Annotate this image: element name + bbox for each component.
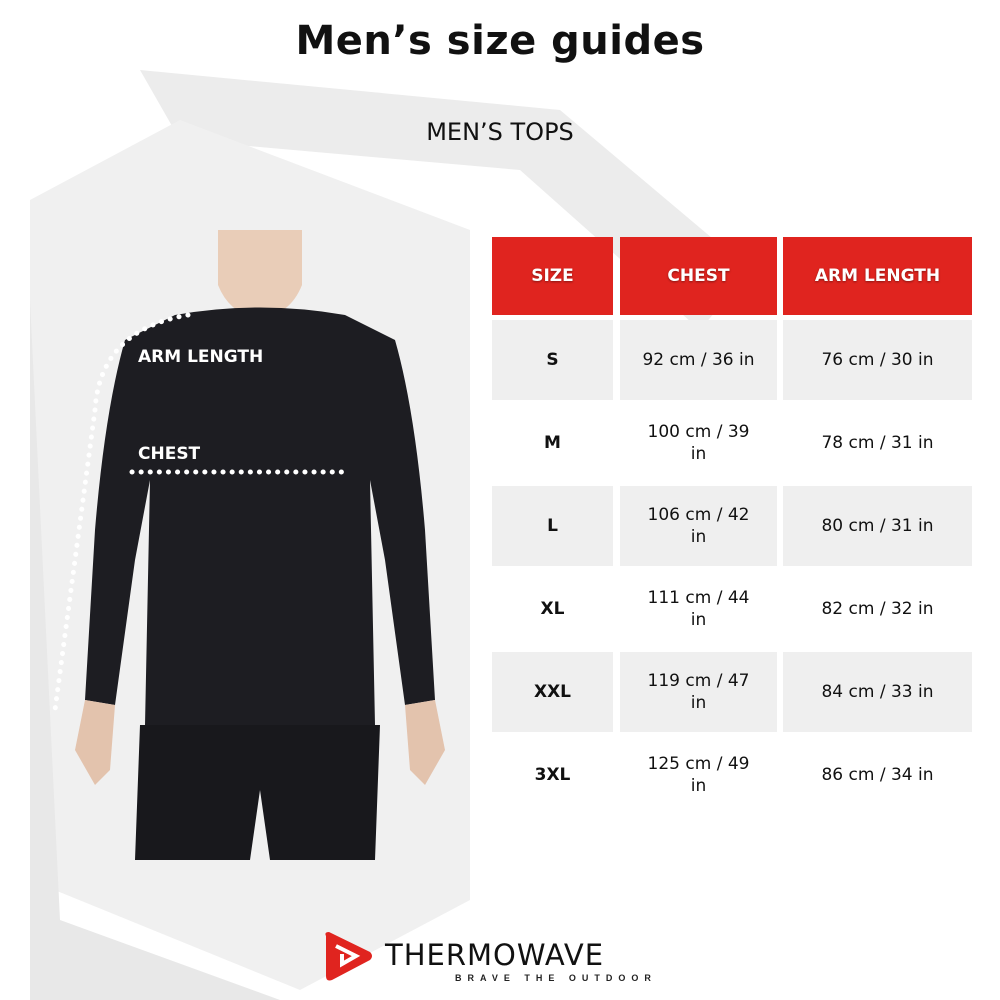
cell-chest: 106 cm / 42 in [620,486,777,566]
cell-arm: 86 cm / 34 in [783,735,972,815]
cell-chest: 92 cm / 36 in [620,320,777,400]
cell-size: L [492,486,613,566]
cell-arm: 82 cm / 32 in [783,569,972,649]
cell-arm: 76 cm / 30 in [783,320,972,400]
model-figure [52,230,445,860]
page-title: Men’s size guides [295,18,705,64]
thermowave-logo-icon [325,932,372,981]
arm-length-label: ARM LENGTH [138,347,264,367]
header-size: SIZE [492,237,613,315]
cell-size: XL [492,569,613,649]
cell-size: XXL [492,652,613,732]
header-chest: CHEST [620,237,777,315]
brand-name: THERMOWAVE [385,938,605,972]
cell-chest: 100 cm / 39 in [620,403,777,483]
cell-size: 3XL [492,735,613,815]
cell-arm: 84 cm / 33 in [783,652,972,732]
cell-arm: 80 cm / 31 in [783,486,972,566]
section-subtitle: MEN’S TOPS [426,118,574,146]
cell-size: M [492,403,613,483]
cell-chest: 119 cm / 47 in [620,652,777,732]
cell-chest: 111 cm / 44 in [620,569,777,649]
chest-label: CHEST [138,444,201,464]
cell-arm: 78 cm / 31 in [783,403,972,483]
brand-tagline: BRAVE THE OUTDOOR [455,973,657,983]
header-arm-length: ARM LENGTH [783,237,972,315]
cell-chest: 125 cm / 49 in [620,735,777,815]
cell-size: S [492,320,613,400]
